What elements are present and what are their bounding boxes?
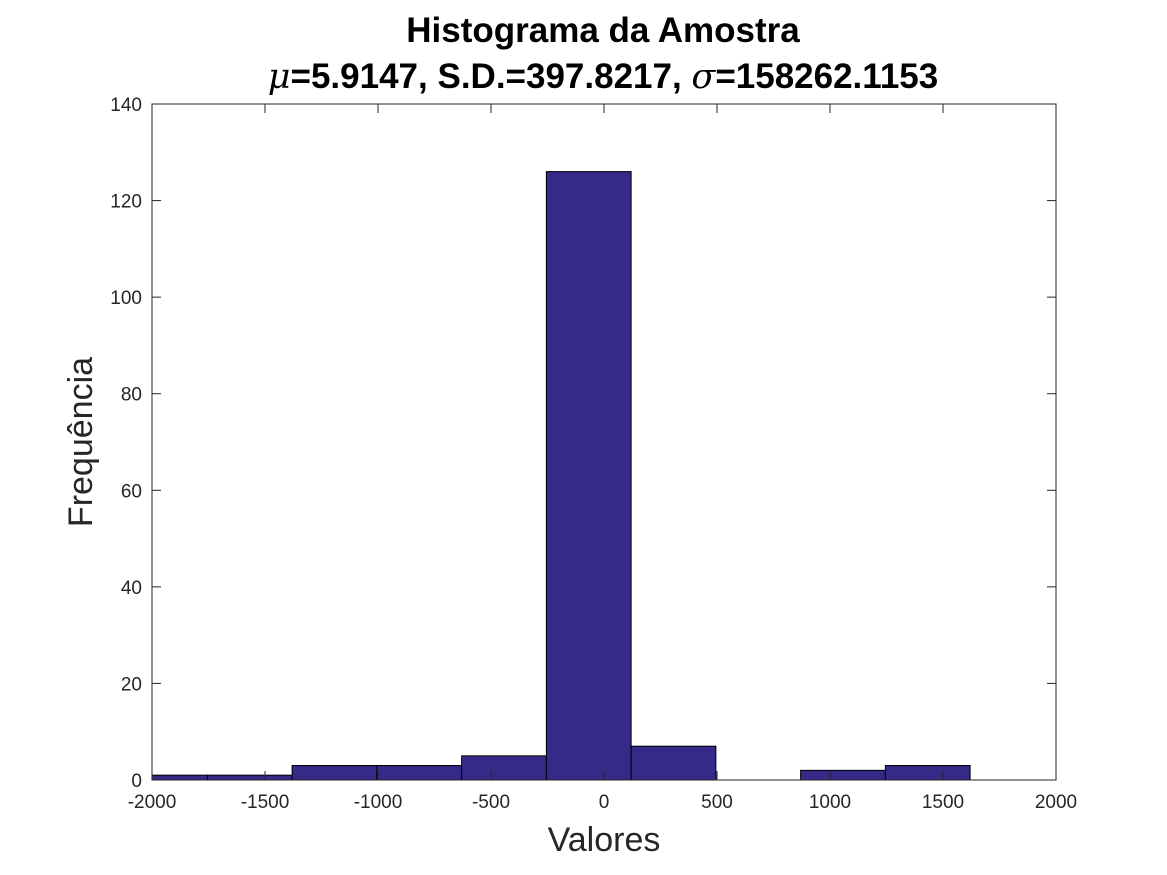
x-axis-label: Valores: [548, 821, 661, 859]
x-tick-labels: -2000 -1500 -1000 -500 0 500 1000 1500 2000: [128, 792, 1077, 813]
x-tick-label: 0: [599, 792, 610, 813]
x-tick-label: 1500: [922, 792, 964, 813]
x-tick-label: -2000: [128, 792, 177, 813]
x-tick-label: -1000: [354, 792, 403, 813]
axis-ticks: [151, 103, 1057, 781]
y-tick-label: 80: [121, 385, 142, 406]
y-tick-label: 120: [110, 192, 142, 213]
y-axis-label: Frequência: [62, 357, 100, 527]
histogram-bar: [461, 755, 547, 781]
y-tick-label: 100: [110, 288, 142, 309]
x-tick-label: 1000: [809, 792, 851, 813]
chart-title: Histograma da Amostra: [406, 11, 800, 50]
x-tick-label: -500: [472, 792, 510, 813]
chart-subtitle: μ=5.9147, S.D.=397.8217, σ=158262.1153: [268, 57, 938, 97]
y-tick-label: 140: [110, 95, 142, 116]
sigma-symbol: σ: [691, 57, 716, 97]
histogram-bars: [151, 171, 971, 781]
x-tick-label: -1500: [241, 792, 290, 813]
x-tick-label: 500: [701, 792, 733, 813]
x-tick-label: 2000: [1035, 792, 1077, 813]
y-tick-label: 40: [121, 578, 142, 599]
histogram-bar: [630, 745, 717, 781]
y-tick-label: 0: [131, 771, 142, 792]
histogram-bar: [291, 765, 378, 781]
subtitle-stats: =5.9147, S.D.=397.8217,: [291, 57, 692, 96]
subtitle-variance: =158262.1153: [715, 57, 938, 96]
y-tick-label: 60: [121, 481, 142, 502]
mu-symbol: μ: [268, 57, 291, 97]
histogram-bar: [206, 774, 293, 781]
y-tick-label: 20: [121, 674, 142, 695]
histogram-bar: [151, 774, 208, 781]
histogram-bar: [545, 171, 632, 781]
histogram-bar: [376, 765, 463, 781]
histogram-bar: [884, 765, 971, 781]
histogram-bar: [800, 769, 886, 781]
y-tick-labels: 0 20 40 60 80 100 120 140: [110, 95, 142, 792]
plot-area: [151, 103, 1057, 781]
